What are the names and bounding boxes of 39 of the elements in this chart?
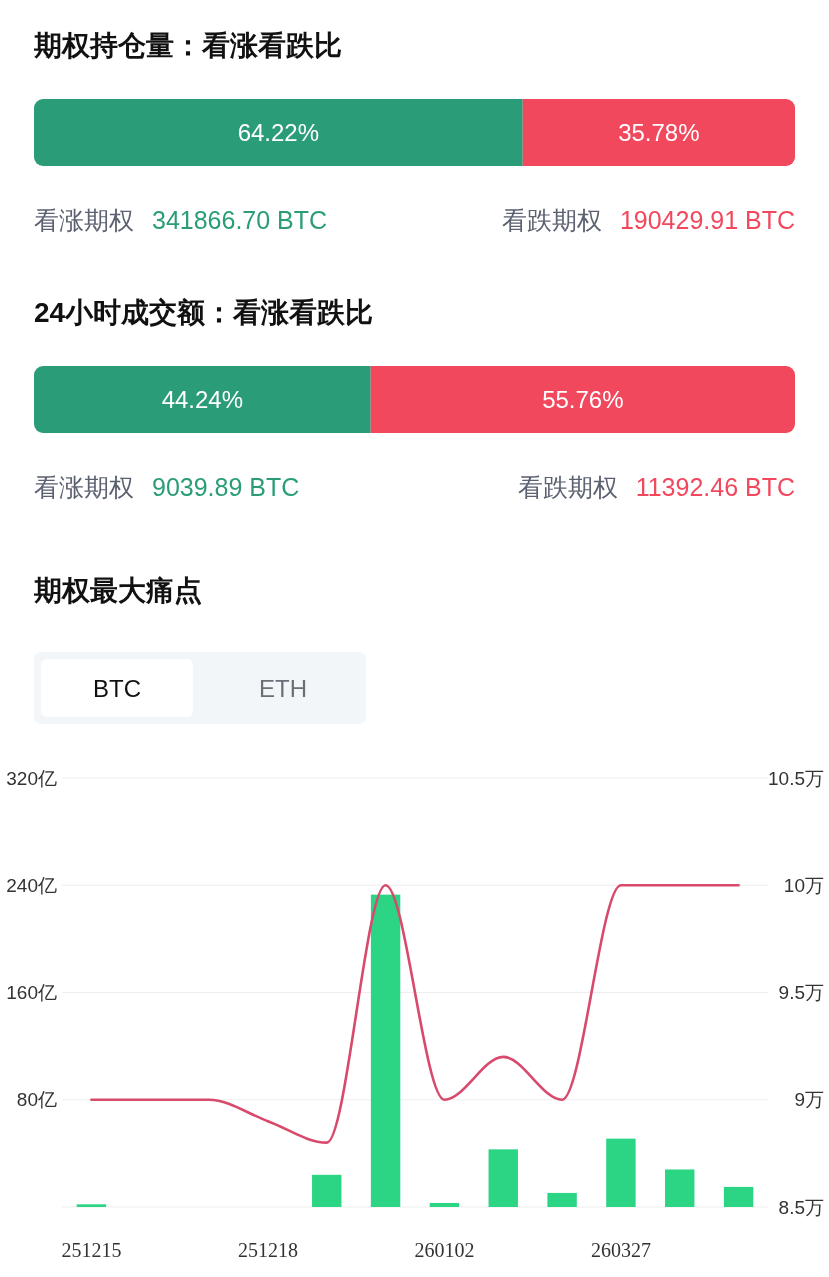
text: 看跌期权 — [517, 473, 618, 501]
chart-title: 期权持仓量：看涨看跌比 — [33, 29, 342, 61]
y2-tick-label: 9万 — [794, 1089, 824, 1111]
text: 341866.70 BTC — [152, 206, 328, 234]
bar — [76, 1204, 107, 1207]
bar — [488, 1149, 518, 1207]
tabs: BTC ETH — [34, 652, 366, 724]
y2-tick-label: 10.5万 — [768, 767, 824, 789]
y-tick-label: 80亿 — [16, 1089, 57, 1111]
y2-tick-label: 10万 — [783, 874, 824, 896]
text: 看涨期权 — [34, 473, 134, 501]
text: 9039.89 BTC — [152, 473, 300, 501]
text: 190429.91 BTC — [619, 206, 795, 234]
text: 看涨期权 — [34, 206, 134, 234]
data-label: 64.22% — [237, 119, 320, 146]
x-tick-label: 251218 — [237, 1239, 298, 1261]
bar — [665, 1169, 695, 1207]
text: 11392.46 BTC — [635, 473, 795, 501]
chart-title: 24小时成交额：看涨看跌比 — [34, 296, 374, 328]
text: 看跌期权 — [501, 206, 602, 234]
data-label: 55.76% — [542, 386, 624, 413]
x-tick-label: 251215 — [61, 1239, 122, 1261]
bar — [606, 1138, 636, 1207]
y2-tick-label: 9.5万 — [778, 982, 824, 1003]
y-tick-label: 320亿 — [6, 767, 57, 789]
x-tick-label: 260327 — [590, 1239, 651, 1261]
y-tick-label: 160亿 — [6, 982, 57, 1003]
data-label: 44.24% — [161, 386, 244, 413]
y-tick-label: 240亿 — [6, 874, 57, 896]
bar — [370, 894, 401, 1207]
bar — [429, 1202, 460, 1207]
chart-title: 期权最大痛点 — [33, 574, 202, 606]
data-label: 35.78% — [618, 119, 700, 146]
bar — [547, 1192, 577, 1207]
bar — [312, 1174, 342, 1207]
line-series — [90, 883, 740, 1144]
y2-tick-label: 8.5万 — [778, 1196, 824, 1218]
x-tick-label: 260102 — [414, 1239, 475, 1261]
bar — [723, 1186, 754, 1207]
